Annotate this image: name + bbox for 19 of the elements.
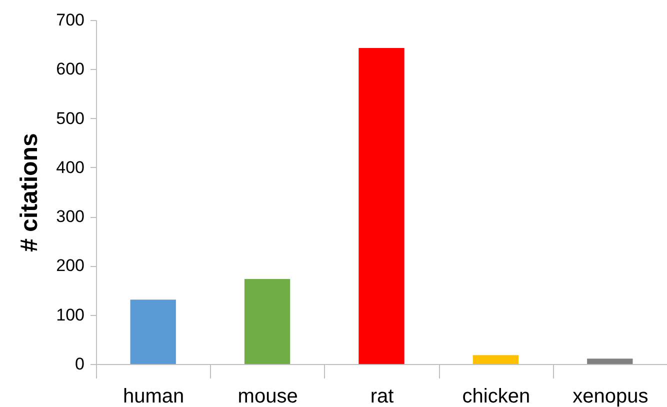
y-axis-title: # citations [16, 133, 44, 252]
y-tick-label: 700 [56, 10, 84, 30]
x-tick-label: human [123, 386, 184, 407]
y-tick-label: 300 [56, 207, 84, 226]
y-tick-label: 500 [56, 108, 84, 128]
x-tick-label: xenopus [572, 386, 648, 407]
y-tick-label: 600 [56, 60, 84, 79]
y-tick-label: 100 [56, 305, 84, 324]
y-tick-label: 400 [56, 158, 84, 177]
bar [130, 300, 176, 364]
bar [244, 278, 290, 364]
x-tick-label: chicken [462, 386, 530, 407]
y-tick-label: 0 [75, 354, 84, 374]
bar [472, 355, 519, 364]
bar [587, 358, 633, 364]
x-tick-label: rat [370, 386, 394, 407]
bar [358, 48, 404, 364]
x-tick-label: mouse [238, 386, 298, 407]
y-tick-label: 200 [56, 256, 84, 276]
